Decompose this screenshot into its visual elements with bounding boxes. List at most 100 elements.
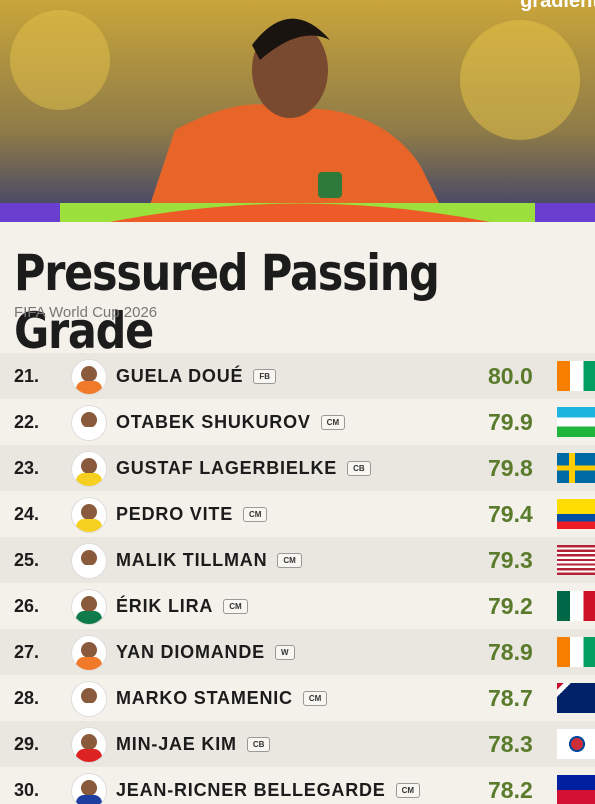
avatar-head (81, 642, 97, 658)
avatar-kit (76, 657, 102, 670)
country-flag (557, 407, 595, 437)
brand-logo: gradient (520, 0, 595, 12)
player-name: ÉRIK LIRA (116, 595, 214, 616)
rank: 25. (14, 549, 40, 570)
rank: 23. (14, 457, 40, 478)
player-avatar (71, 681, 107, 717)
player-info: GUSTAF LAGERBIELKE CB (116, 458, 371, 479)
avatar-kit (76, 611, 102, 624)
player-info: JEAN-RICNER BELLEGARDE CM (116, 780, 421, 801)
country-flag (557, 775, 595, 804)
player-avatar (71, 589, 107, 625)
avatar-head (81, 734, 97, 750)
rank: 30. (14, 779, 40, 800)
player-name: YAN DIOMANDE (116, 641, 265, 662)
country-flag (557, 729, 595, 759)
player-avatar (71, 405, 107, 441)
player-avatar (71, 451, 107, 487)
player-name: GUSTAF LAGERBIELKE (116, 457, 338, 478)
country-flag (557, 361, 595, 391)
grade: 78.3 (488, 730, 533, 757)
player-name: GUELA DOUÉ (116, 365, 244, 386)
player-avatar (71, 543, 107, 579)
player-avatar (71, 727, 107, 763)
country-flag (557, 499, 595, 529)
avatar-head (81, 366, 97, 382)
grade: 80.0 (488, 362, 533, 389)
player-name: MARKO STAMENIC (116, 687, 293, 708)
player-info: MALIK TILLMAN CM (116, 550, 302, 571)
title: Pressured Passing Grade (14, 244, 440, 360)
position-badge: CM (395, 782, 421, 798)
grade: 79.9 (488, 408, 533, 435)
avatar-kit (76, 519, 102, 532)
rank: 21. (14, 365, 40, 386)
grade: 79.2 (488, 592, 533, 619)
player-name: OTABEK SHUKUROV (116, 411, 311, 432)
player-info: MARKO STAMENIC CM (116, 687, 328, 709)
player-name: MIN-JAE KIM (116, 733, 237, 754)
player-avatar (71, 497, 107, 533)
rank: 26. (14, 595, 40, 616)
player-info: GUELA DOUÉ FB (116, 365, 277, 387)
grade: 78.7 (488, 684, 533, 711)
player-name: MALIK TILLMAN (116, 549, 268, 570)
ranking-row: 22. OTABEK SHUKUROV CM 79.9 (0, 399, 595, 445)
country-flag (557, 683, 595, 713)
player-avatar (71, 359, 107, 395)
avatar-kit (76, 703, 102, 716)
avatar-kit (76, 427, 102, 440)
rank: 29. (14, 733, 40, 754)
avatar-kit (76, 749, 102, 762)
player-info: PEDRO VITE CM (116, 504, 268, 525)
ranking-row: 21. GUELA DOUÉ FB 80.0 (0, 353, 595, 399)
avatar-head (81, 780, 97, 796)
player-avatar (71, 635, 107, 671)
avatar-kit (76, 795, 102, 804)
ranking-row: 24. PEDRO VITE CM 79.4 (0, 491, 595, 537)
player-info: MIN-JAE KIM CB (116, 733, 271, 755)
position-badge: CM (277, 552, 302, 568)
avatar-kit (76, 381, 102, 394)
rank: 27. (14, 641, 40, 662)
avatar-head (81, 412, 97, 428)
country-flag (557, 637, 595, 667)
ranking-row: 30. JEAN-RICNER BELLEGARDE CM 78.2 (0, 767, 595, 804)
ranking-row: 26. ÉRIK LIRA CM 79.2 (0, 583, 595, 629)
ranking-list: 21. GUELA DOUÉ FB 80.0 22. OTABEK SHUKUROV CM 7… (0, 353, 595, 804)
country-flag (557, 453, 595, 483)
ranking-row: 29. MIN-JAE KIM CB 78.3 (0, 721, 595, 767)
position-badge: CB (347, 460, 371, 476)
ranking-row: 23. GUSTAF LAGERBIELKE CB 79.8 (0, 445, 595, 491)
grade: 78.2 (488, 776, 533, 803)
grade: 79.8 (488, 454, 533, 481)
hero-photo (0, 0, 595, 222)
country-flag (557, 591, 595, 621)
avatar-head (81, 688, 97, 704)
position-badge: CM (223, 598, 248, 614)
rank: 24. (14, 503, 40, 524)
avatar-kit (76, 473, 102, 486)
subtitle: FIFA World Cup 2026 (14, 304, 158, 321)
position-badge: CM (243, 506, 268, 522)
rank: 22. (14, 411, 40, 432)
ranking-row: 28. MARKO STAMENIC CM 78.7 (0, 675, 595, 721)
player-info: ÉRIK LIRA CM (116, 596, 248, 617)
player-avatar (71, 773, 107, 804)
grade: 79.3 (488, 546, 533, 573)
position-badge: CM (320, 414, 346, 430)
avatar-kit (76, 565, 102, 578)
avatar-head (81, 596, 97, 612)
position-badge: CM (302, 690, 328, 706)
ranking-row: 27. YAN DIOMANDE W 78.9 (0, 629, 595, 675)
rank: 28. (14, 687, 40, 708)
avatar-head (81, 550, 97, 566)
position-badge: W (274, 644, 295, 660)
player-info: OTABEK SHUKUROV CM (116, 411, 346, 433)
ranking-row: 25. MALIK TILLMAN CM 79.3 (0, 537, 595, 583)
grade: 79.4 (488, 500, 533, 527)
position-badge: CB (246, 736, 271, 752)
country-flag (557, 545, 595, 575)
